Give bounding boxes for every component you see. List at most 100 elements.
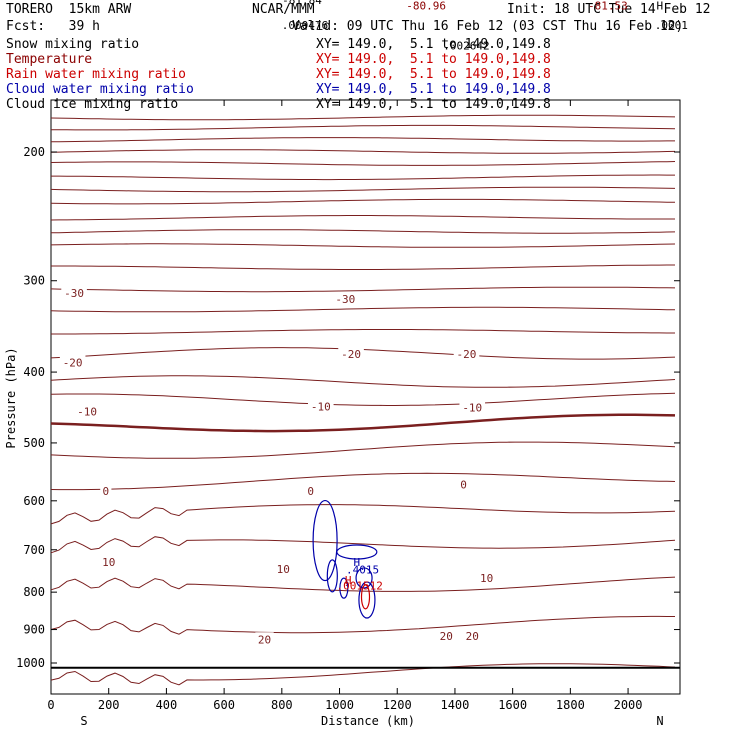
x-tick-label: 1200 bbox=[383, 698, 412, 712]
contour-label-bg bbox=[59, 355, 86, 368]
org-label: NCAR/MMM bbox=[252, 2, 315, 17]
temperature-contour-line bbox=[50, 215, 675, 221]
contour-label-bg bbox=[74, 404, 100, 417]
maximum-label: H bbox=[354, 556, 361, 569]
contour-label-bg bbox=[477, 570, 496, 583]
temperature-contour-line bbox=[50, 504, 676, 525]
legend-xy-range: XY= 149.0, 5.1 to 149.0,149.8 bbox=[316, 52, 551, 67]
temperature-contour-line bbox=[50, 576, 676, 592]
temperature-contour-line bbox=[50, 375, 676, 388]
model-title: TORERO 15km ARW bbox=[6, 2, 132, 17]
x-tick-label: 200 bbox=[98, 698, 120, 712]
x-tick-label: 1600 bbox=[498, 698, 527, 712]
temperature-contour-line bbox=[50, 124, 676, 131]
temperature-contour-line bbox=[50, 392, 676, 406]
contour-label-bg bbox=[61, 286, 87, 299]
temperature-contour-label: -10 bbox=[311, 401, 331, 414]
temperature-contour-label: 0 bbox=[307, 485, 314, 498]
temperature-contour-label: 20 bbox=[466, 630, 479, 643]
legend-xy-range: XY= 149.0, 5.1 to 149.0,149.8 bbox=[316, 37, 551, 52]
temperature-contour-label: 10 bbox=[277, 563, 290, 576]
temperature-contour-line bbox=[50, 137, 675, 143]
y-tick-label: 900 bbox=[23, 623, 45, 637]
x-tick-label: 2000 bbox=[614, 698, 643, 712]
temperature-contour-label: 20 bbox=[258, 633, 271, 646]
temperature-contour-line bbox=[50, 149, 676, 154]
temperature-contour-line bbox=[50, 306, 676, 313]
temperature-contour-label: -20 bbox=[63, 356, 83, 369]
y-axis-label: Pressure (hPa) bbox=[4, 347, 18, 448]
maximum-label: .001512 bbox=[337, 579, 383, 592]
y-tick-label: 300 bbox=[23, 274, 45, 288]
y-tick-label: 1000 bbox=[16, 656, 45, 670]
cloud-contour bbox=[360, 584, 371, 610]
x-tick-label: 800 bbox=[271, 698, 293, 712]
top-annotation-label: -80.96 bbox=[406, 0, 446, 12]
contour-label-bg bbox=[458, 477, 470, 490]
legend-field-name: Temperature bbox=[6, 52, 93, 67]
maximum-label: .4015 bbox=[346, 564, 379, 577]
legend-xy-range: XY= 149.0, 5.1 to 149.0,149.8 bbox=[316, 67, 551, 82]
y-tick-label: 400 bbox=[23, 365, 45, 379]
contour-label-bg bbox=[453, 347, 480, 360]
y-tick-label: 600 bbox=[23, 494, 45, 508]
y-tick-label: 700 bbox=[23, 543, 45, 557]
temperature-contour-line bbox=[51, 264, 675, 270]
temperature-contour-label: -10 bbox=[462, 401, 482, 414]
y-tick-label: 500 bbox=[23, 436, 45, 450]
top-annotation-label: -81.84 bbox=[282, 0, 322, 7]
maximum-label: H bbox=[345, 574, 352, 587]
cloud-contour bbox=[339, 577, 349, 599]
temperature-contour-line bbox=[50, 186, 676, 193]
temperature-contours bbox=[50, 114, 680, 686]
legend-field-name: Cloud ice mixing ratio bbox=[6, 97, 179, 112]
temperature-contour-line bbox=[50, 615, 675, 635]
plot-frame bbox=[50, 99, 681, 695]
x-tick-label: 400 bbox=[156, 698, 178, 712]
legend-field-name: Cloud water mixing ratio bbox=[6, 82, 194, 97]
axis-ticks: 0 200 400 600 800 1000 1200 1400 1600 1800 2000200… bbox=[16, 100, 680, 712]
temperature-contour-line bbox=[50, 198, 676, 205]
contour-label-bg bbox=[332, 292, 359, 305]
temperature-contour-label: 10 bbox=[102, 556, 115, 569]
legend-field-name: Snow mixing ratio bbox=[6, 37, 140, 52]
contour-label-bg bbox=[338, 347, 364, 360]
temperature-contour-label: -20 bbox=[341, 348, 361, 361]
contour-label-bg bbox=[437, 628, 456, 641]
temperature-contour-line bbox=[50, 229, 676, 234]
temperature-contour-line bbox=[51, 174, 675, 181]
contour-label-bg bbox=[255, 632, 274, 645]
legend-field-name: Rain water mixing ratio bbox=[6, 67, 187, 82]
temperature-contour-label: -10 bbox=[77, 406, 97, 419]
contour-label-bg bbox=[305, 484, 317, 497]
temperature-contour-line bbox=[50, 243, 676, 248]
contour-label-bg bbox=[307, 399, 334, 412]
temperature-contour-label: -30 bbox=[64, 287, 84, 300]
x-tick-label: 1800 bbox=[556, 698, 585, 712]
temperature-contour-line bbox=[50, 663, 676, 686]
temperature-contour-label: -20 bbox=[457, 348, 477, 361]
cloud-water-contours bbox=[312, 499, 378, 619]
south-label: S bbox=[80, 714, 87, 728]
temperature-contour-line bbox=[50, 286, 676, 293]
contour-label-bg bbox=[99, 554, 118, 567]
contour-label-bg bbox=[100, 484, 112, 497]
contour-label-bg bbox=[463, 628, 482, 641]
temperature-contour-line bbox=[50, 161, 676, 166]
top-annotation-label: H bbox=[656, 0, 663, 12]
temperature-contour-line bbox=[50, 536, 676, 554]
temperature-contour-line bbox=[50, 413, 676, 433]
temperature-contour-line bbox=[50, 472, 676, 491]
cloud-contour bbox=[336, 544, 378, 560]
y-tick-label: 800 bbox=[23, 585, 45, 599]
cloud-contour bbox=[358, 581, 376, 619]
legend-xy-range: XY= 149.0, 5.1 to 149.0,149.8 bbox=[316, 97, 551, 112]
top-annotation-label: .0001 bbox=[655, 19, 688, 32]
top-annotation-label: .002642 bbox=[443, 39, 489, 52]
temperature-contour-label: 0 bbox=[103, 485, 110, 498]
contour-labels: -30 -30 -20 -20 -20 -10 -10 -10 0 0 0 10 10 10 20 20 20 -… bbox=[59, 0, 688, 646]
cloud-contour bbox=[326, 559, 338, 593]
cloud-contour bbox=[355, 567, 373, 589]
temperature-contour-line bbox=[50, 441, 676, 459]
